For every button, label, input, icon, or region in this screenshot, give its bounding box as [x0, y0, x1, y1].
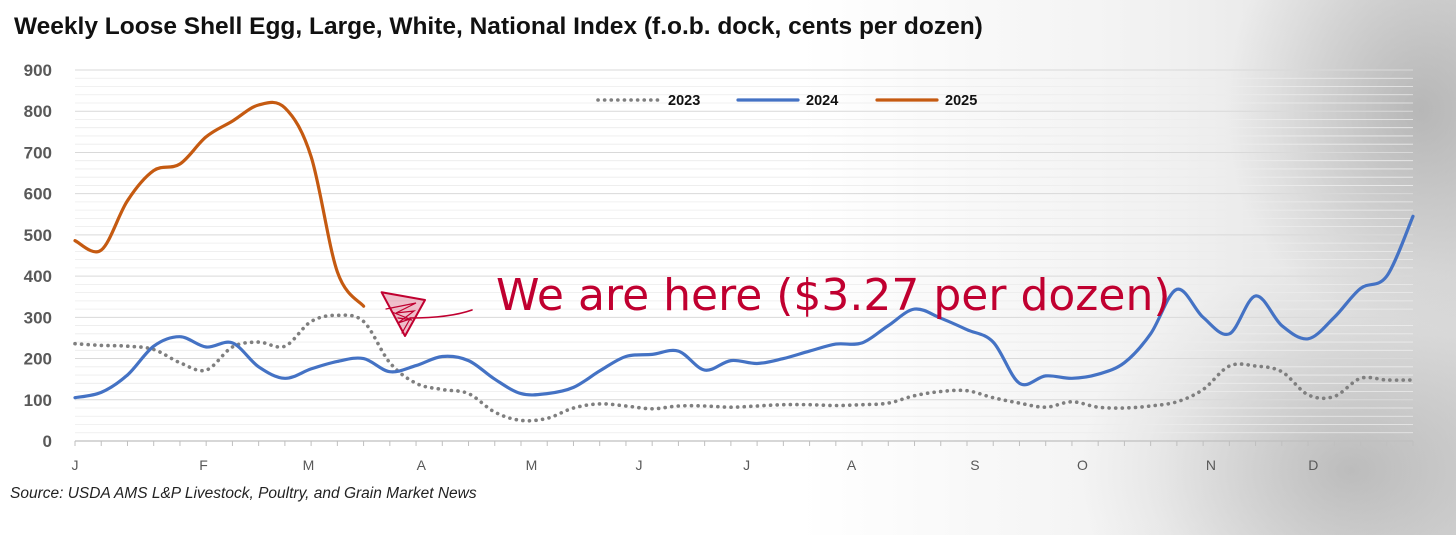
y-tick-label: 0 [43, 432, 52, 451]
y-tick-label: 200 [24, 350, 52, 369]
series-line-2025 [73, 100, 366, 308]
series-line-2024 [73, 214, 1415, 400]
annotation-label: We are here ($3.27 per dozen) [496, 270, 1171, 321]
x-tick-label: A [417, 457, 427, 473]
x-tick-label: O [1077, 457, 1088, 473]
series-lines [73, 100, 1415, 423]
x-tick-label: F [199, 457, 208, 473]
y-tick-label: 400 [24, 267, 52, 286]
legend: 2023 2024 2025 [596, 93, 977, 109]
x-tick-label: S [970, 457, 979, 473]
series-line-2023 [73, 313, 1415, 423]
source-note: Source: USDA AMS L&P Livestock, Poultry,… [10, 485, 477, 502]
y-tick-label: 100 [24, 391, 52, 410]
x-tick-label: M [526, 457, 538, 473]
annotation-arrowhead [380, 291, 426, 337]
x-tick-label: M [303, 457, 315, 473]
y-tick-label: 500 [24, 226, 52, 245]
legend-label-2025: 2025 [945, 93, 977, 109]
legend-label-2023: 2023 [668, 93, 700, 109]
y-tick-label: 700 [24, 143, 52, 162]
gridlines [75, 69, 1413, 442]
x-tick-label: J [72, 457, 79, 473]
annotation-arrowhead-scribble [385, 302, 417, 334]
axes: 0 100 200 300 400 500 600 700 800 900 J F M A M J J A S O N D [24, 61, 1414, 473]
y-tick-label: 300 [24, 308, 52, 327]
y-tick-label: 600 [24, 185, 52, 204]
y-tick-label: 900 [24, 61, 52, 80]
x-tick-label: A [847, 457, 857, 473]
annotation: We are here ($3.27 per dozen) [380, 270, 1171, 337]
legend-label-2024: 2024 [806, 93, 838, 109]
x-tick-label: D [1308, 457, 1318, 473]
x-tick-label: N [1206, 457, 1216, 473]
chart-title: Weekly Loose Shell Egg, Large, White, Na… [14, 13, 983, 40]
x-tick-label: J [743, 457, 750, 473]
y-tick-label: 800 [24, 102, 52, 121]
x-tick-label: J [636, 457, 643, 473]
